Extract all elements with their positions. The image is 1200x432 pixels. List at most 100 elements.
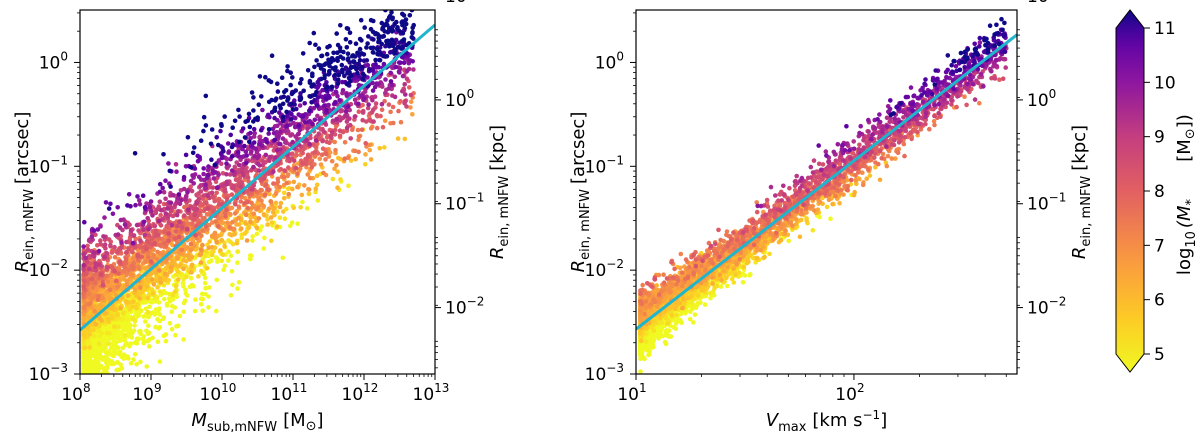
- scatter-point: [403, 21, 409, 27]
- scatter-point: [84, 375, 89, 380]
- scatter-point: [168, 200, 174, 205]
- scatter-point: [127, 322, 133, 328]
- scatter-point: [137, 296, 142, 301]
- scatter-point: [92, 250, 97, 255]
- scatter-point: [147, 304, 152, 310]
- scatter-point: [212, 198, 217, 204]
- scatter-point: [360, 110, 366, 115]
- scatter-point: [179, 247, 185, 253]
- scatter-point: [92, 343, 97, 349]
- scatter-point: [158, 212, 163, 218]
- scatter-point: [249, 187, 255, 192]
- scatter-point: [249, 149, 254, 154]
- scatter-point: [388, 109, 393, 115]
- scatter-point: [392, 74, 398, 80]
- scatter-point: [337, 128, 343, 133]
- scatter-point: [367, 147, 373, 153]
- scatter-point: [345, 51, 351, 56]
- scatter-point: [87, 345, 92, 350]
- scatter-point: [362, 89, 368, 94]
- scatter-point: [360, 102, 365, 108]
- scatter-point: [175, 277, 181, 282]
- scatter-point: [347, 30, 353, 35]
- scatter-point: [108, 201, 113, 207]
- scatter-point: [138, 238, 143, 244]
- scatter-point: [305, 206, 310, 211]
- scatter-point: [223, 213, 228, 219]
- scatter-point: [313, 138, 319, 143]
- scatter-point: [236, 162, 242, 168]
- scatter-point: [278, 141, 283, 147]
- scatter-point: [166, 231, 172, 236]
- scatter-point: [167, 168, 173, 174]
- scatter-point: [169, 326, 175, 332]
- scatter-point: [107, 408, 112, 413]
- scatter-point: [86, 359, 91, 364]
- scatter-point: [357, 46, 363, 52]
- scatter-point: [214, 190, 219, 196]
- scatter-point: [290, 139, 296, 145]
- scatter-point: [323, 157, 328, 162]
- scatter-point: [316, 46, 322, 51]
- scatter-point: [305, 68, 311, 73]
- scatter-point: [109, 250, 115, 255]
- scatter-point: [245, 175, 251, 180]
- scatter-point: [181, 337, 186, 342]
- scatter-point: [401, 13, 407, 18]
- scatter-point: [138, 359, 143, 365]
- scatter-point: [92, 395, 97, 400]
- scatter-point: [146, 254, 151, 260]
- scatter-point: [162, 271, 168, 277]
- scatter-point: [139, 254, 144, 260]
- scatter-point: [298, 97, 303, 102]
- scatter-point: [116, 271, 121, 276]
- scatter-point: [122, 222, 128, 227]
- scatter-point: [130, 249, 135, 255]
- scatter-point: [209, 127, 215, 132]
- scatter-point: [144, 239, 150, 244]
- scatter-point: [221, 227, 226, 233]
- scatter-point: [191, 284, 196, 289]
- scatter-point: [400, 38, 405, 44]
- scatter-point: [190, 173, 195, 178]
- scatter-point: [282, 89, 287, 95]
- scatter-point: [273, 191, 279, 197]
- scatter-point: [91, 382, 96, 387]
- scatter-point: [382, 118, 388, 124]
- scatter-point: [226, 258, 231, 263]
- scatter-point: [288, 117, 294, 122]
- scatter-point: [254, 225, 260, 231]
- scatter-point: [166, 161, 171, 166]
- scatter-point: [124, 250, 129, 255]
- scatter-point: [271, 169, 276, 174]
- scatter-point: [147, 344, 152, 349]
- scatter-point: [96, 361, 101, 367]
- scatter-point: [193, 297, 198, 302]
- scatter-point: [175, 255, 181, 261]
- scatter-point: [212, 162, 218, 168]
- scatter-point: [150, 291, 156, 296]
- scatter-point: [87, 351, 93, 357]
- scatter-point: [150, 335, 155, 341]
- scatter-point: [258, 127, 264, 133]
- scatter-point: [382, 145, 387, 150]
- scatter-point: [363, 162, 368, 167]
- scatter-point: [344, 113, 349, 119]
- scatter-point: [147, 204, 153, 210]
- scatter-point: [370, 45, 376, 51]
- scatter-point: [240, 126, 246, 131]
- scatter-point: [211, 249, 216, 254]
- scatter-point: [324, 107, 329, 113]
- scatter-point: [162, 229, 167, 234]
- scatter-point: [232, 118, 238, 124]
- scatter-point: [257, 141, 262, 147]
- scatter-point: [383, 77, 388, 82]
- scatter-point: [299, 77, 304, 82]
- scatter-point: [126, 267, 132, 273]
- scatter-point: [149, 277, 155, 282]
- scatter-point: [219, 237, 225, 243]
- scatter-point: [174, 223, 180, 229]
- scatter-point: [335, 81, 341, 86]
- scatter-point: [393, 5, 398, 10]
- scatter-point: [91, 228, 97, 233]
